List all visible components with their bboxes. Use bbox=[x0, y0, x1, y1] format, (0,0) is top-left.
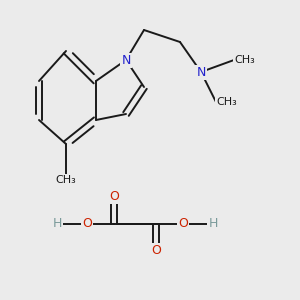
Text: O: O bbox=[151, 244, 161, 257]
Text: H: H bbox=[52, 217, 62, 230]
Text: O: O bbox=[109, 190, 119, 203]
Text: O: O bbox=[178, 217, 188, 230]
Text: CH₃: CH₃ bbox=[216, 97, 237, 107]
Text: CH₃: CH₃ bbox=[56, 175, 76, 185]
Text: CH₃: CH₃ bbox=[234, 55, 255, 65]
Text: O: O bbox=[82, 217, 92, 230]
Text: N: N bbox=[121, 53, 131, 67]
Text: H: H bbox=[208, 217, 218, 230]
Text: N: N bbox=[196, 65, 206, 79]
